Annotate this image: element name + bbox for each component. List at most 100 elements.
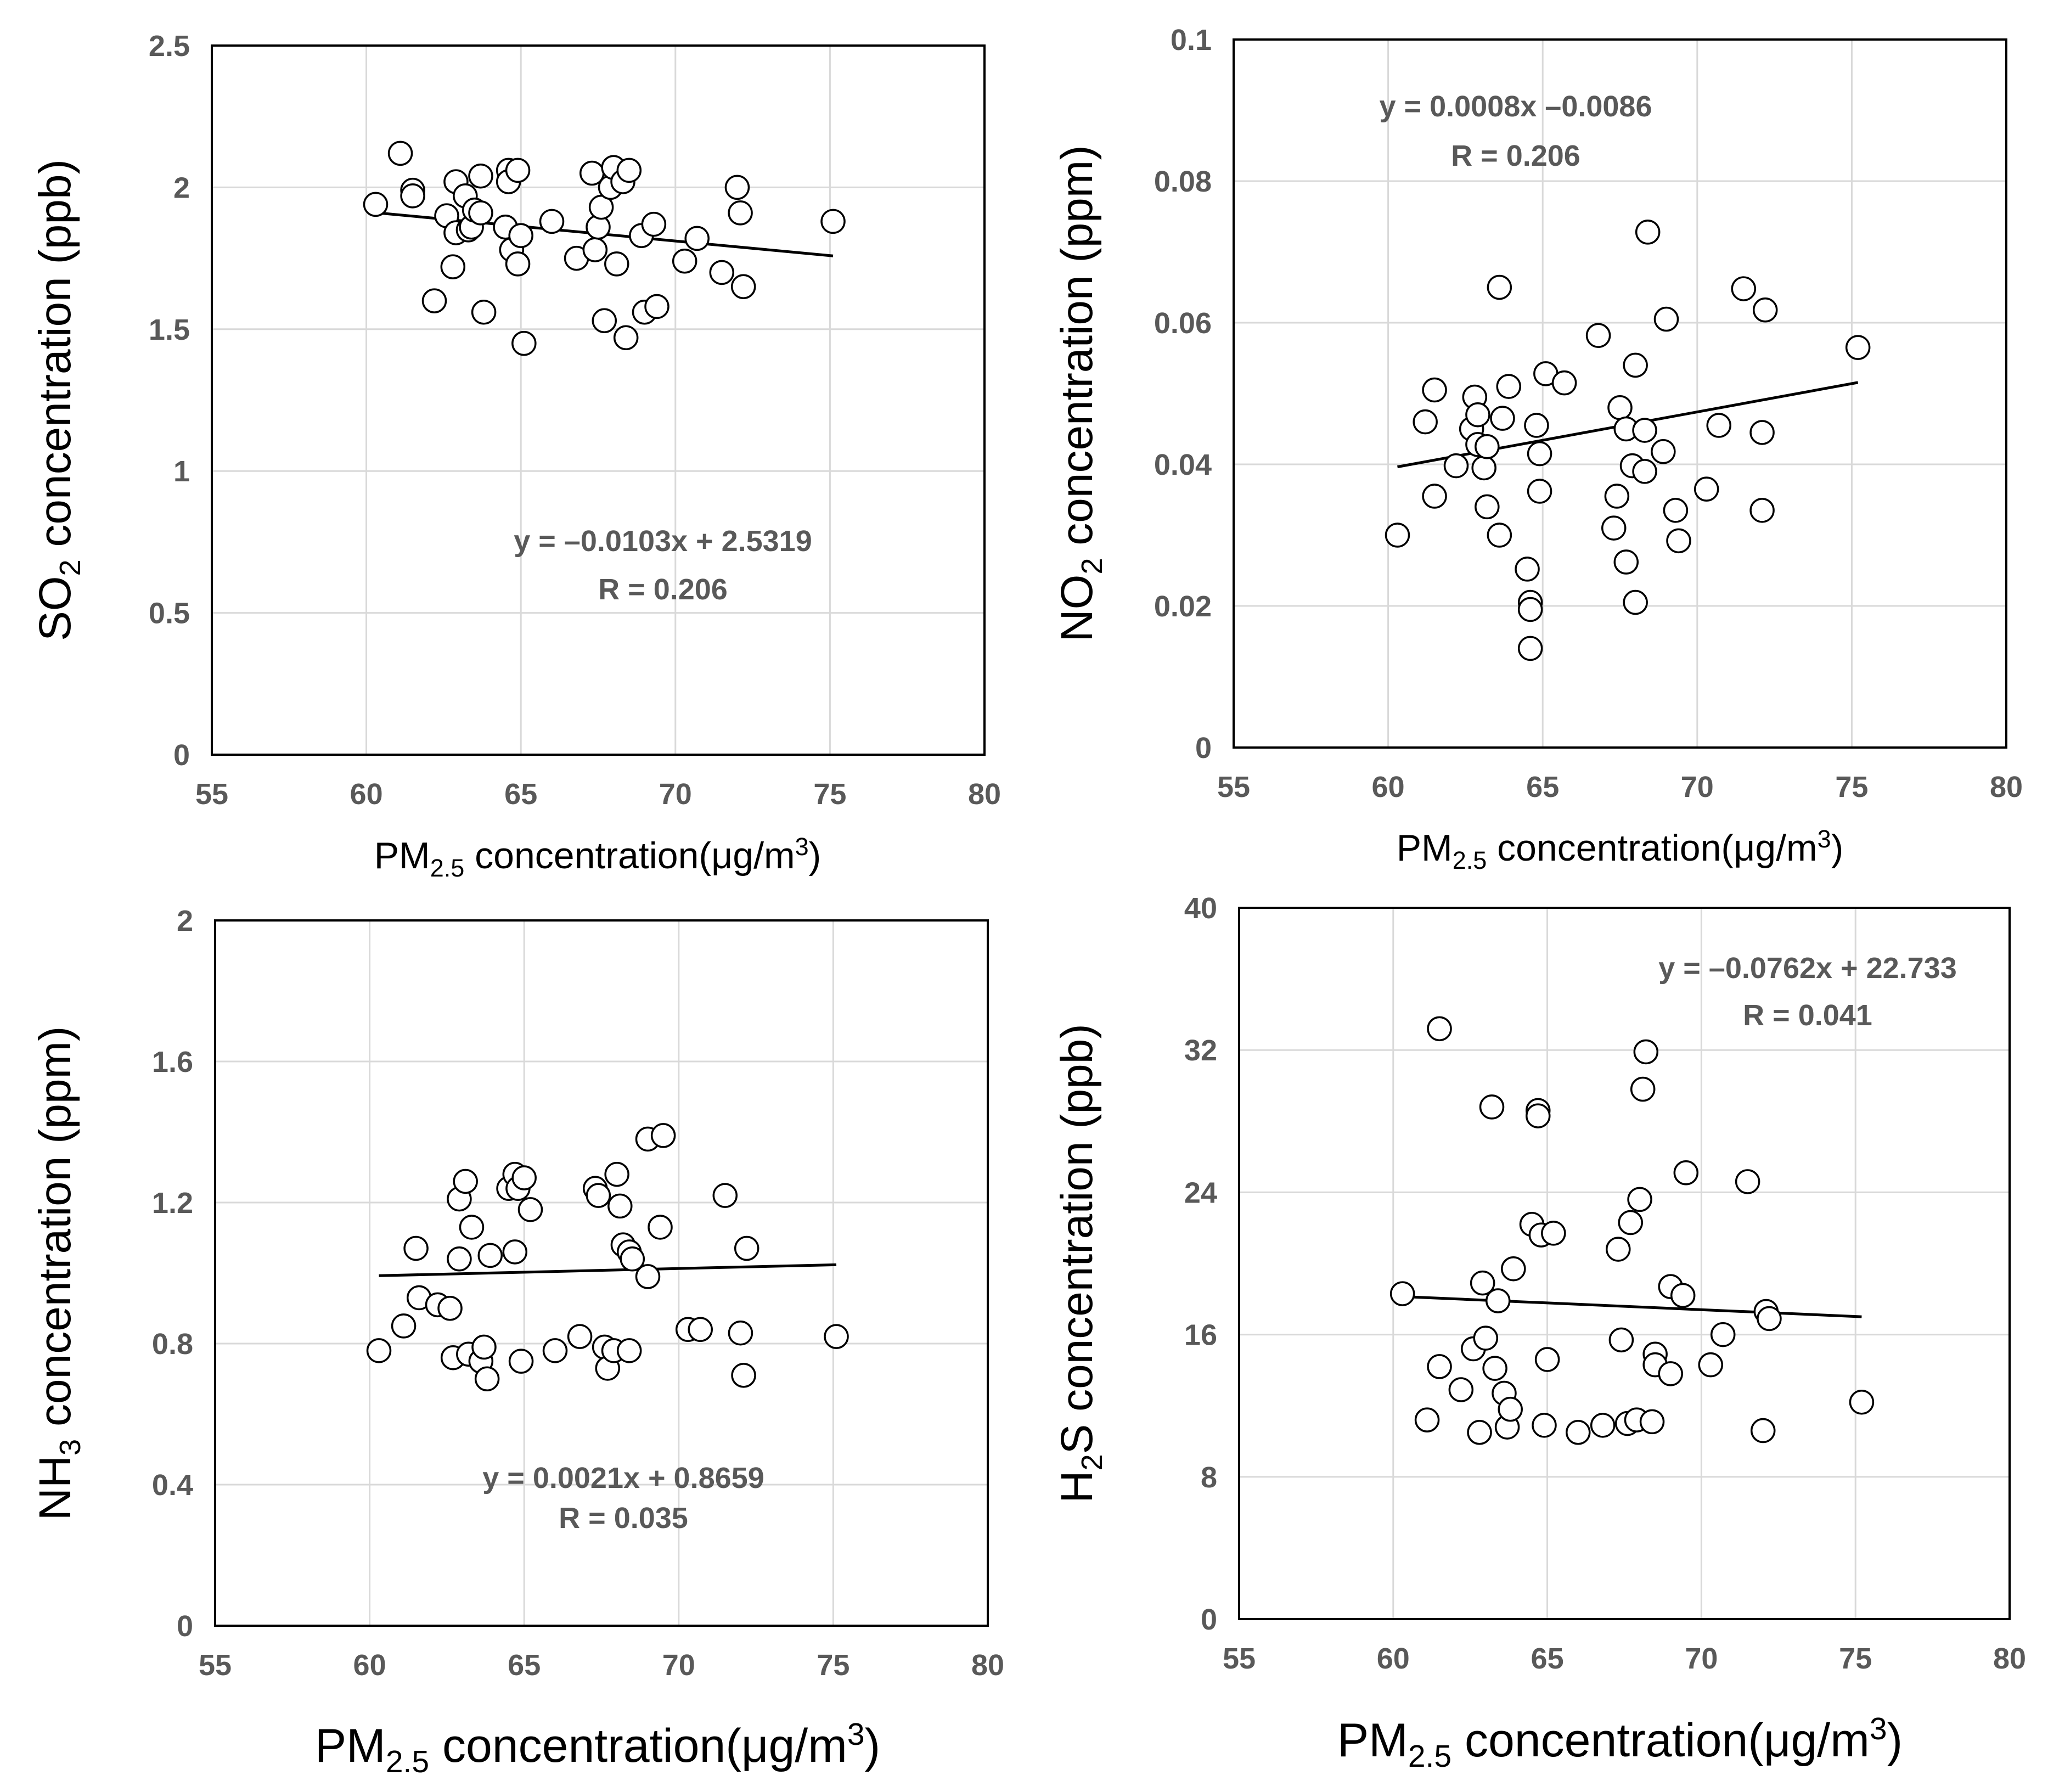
data-point [508,1349,534,1374]
y-tick-label: 2.5 [149,30,190,63]
data-point [1566,1420,1591,1445]
x-axis-label-sup: 3 [795,833,809,861]
data-point [1479,1094,1505,1120]
y-tick-label: 0.1 [1171,24,1212,57]
y-axis-label: NO2 concentration (ppm) [1052,145,1109,642]
y-axis-label-rest: concentration (ppb) [30,159,80,559]
chart-panel-2: 55 60 65 70 75 80 0 0.02 0.04 0.06 0.08 0.1 y = 0.00… [1052,24,2023,874]
data-point [387,141,413,166]
data-point [477,1243,503,1268]
data-point [672,249,697,274]
correlation-r: R = 0.206 [598,573,728,606]
correlation-r: R = 0.035 [559,1502,688,1535]
data-point [363,192,389,217]
data-point [650,1123,676,1148]
x-axis-label: PM2.5 concentration(μg/m3) [1397,825,1844,874]
data-point [728,1320,753,1346]
data-point [724,175,750,200]
x-tick-label: 70 [659,778,692,811]
x-axis-label-main: PM [1337,1714,1408,1767]
data-point [1585,323,1611,348]
data-point [1666,528,1691,554]
data-point [1623,352,1648,378]
data-point [453,1169,478,1194]
x-tick-label: 55 [199,1649,232,1682]
y-tick-label: 8 [1201,1461,1217,1494]
y-tick-label: 0.08 [1154,165,1212,198]
data-point [1526,1103,1551,1128]
regression-equation: y = –0.0762x + 22.733 [1658,952,1957,985]
data-point [468,163,493,189]
x-tick-label: 55 [1223,1642,1256,1675]
regression-equation: y = –0.0103x + 2.5319 [514,525,812,558]
data-point [1470,1270,1495,1296]
x-axis-label-sup: 3 [1870,1711,1887,1746]
x-axis-label-main: PM [315,1720,386,1772]
data-point [1485,1288,1511,1313]
x-axis-label-main: PM [1397,827,1453,869]
data-point [1385,523,1410,548]
y-axis-label-main: NO [1052,575,1102,642]
data-point [505,158,531,183]
data-point [471,300,497,325]
plot-frame [1238,907,2011,1620]
x-tick-label: 65 [508,1649,541,1682]
x-axis-label-rest: concentration(μg/m [1487,827,1817,869]
trendline [379,1263,837,1277]
data-point [620,1246,645,1272]
data-point [1496,374,1521,399]
data-point [730,274,756,300]
y-axis-label: H2S concentration (ppb) [1052,1024,1109,1503]
y-tick-label: 0 [173,739,190,772]
y-tick-label: 32 [1184,1034,1217,1067]
data-point [1693,476,1719,502]
y-tick-label: 0.5 [149,597,190,630]
data-point [728,200,753,226]
data-point [731,1363,756,1388]
data-point [1465,402,1490,428]
data-point [1517,636,1543,661]
data-point [604,251,629,277]
x-axis-label-main: PM [374,835,430,877]
data-point [592,308,617,334]
x-tick-label: 55 [195,778,228,811]
data-point [403,1235,429,1261]
data-point [1475,434,1500,459]
y-tick-label: 1.5 [149,313,190,346]
data-point [613,325,639,351]
y-axis-label-main: H [1052,1470,1102,1503]
y-tick-label: 0.06 [1154,307,1212,340]
data-point [582,237,608,262]
y-tick-label: 0 [177,1610,193,1643]
y-tick-label: 0.02 [1154,590,1212,623]
data-point [539,209,565,234]
data-point [1618,1210,1643,1235]
y-axis-label-rest: S concentration (ppb) [1052,1024,1102,1454]
data-point [1608,1327,1634,1353]
data-point [1527,479,1552,504]
data-point [1750,1418,1776,1443]
plot-frame [1233,38,2007,749]
data-point [400,183,425,209]
x-axis-label: PM2.5 concentration(μg/m3) [1337,1711,1903,1774]
y-axis-label-main: NH [30,1456,80,1520]
data-point [820,209,846,234]
data-point [684,226,710,251]
y-axis-label-sub: 2 [1076,558,1109,574]
y-tick-label: 24 [1184,1176,1217,1209]
data-point [641,211,667,237]
data-point [471,1334,497,1360]
x-tick-label: 80 [971,1649,1004,1682]
correlation-r: R = 0.041 [1743,999,1872,1032]
y-axis-label: NH3 concentration (ppm) [30,1026,87,1521]
data-point [1389,1281,1415,1306]
x-axis-label-sub: 2.5 [430,854,465,882]
x-axis-label-sub: 2.5 [386,1744,429,1779]
data-point [1490,406,1515,431]
data-point [1670,1283,1696,1308]
x-axis-label-rest: concentration(μg/m [1451,1714,1870,1767]
data-point [542,1338,568,1363]
x-tick-label: 70 [662,1649,695,1682]
data-point [505,251,531,277]
